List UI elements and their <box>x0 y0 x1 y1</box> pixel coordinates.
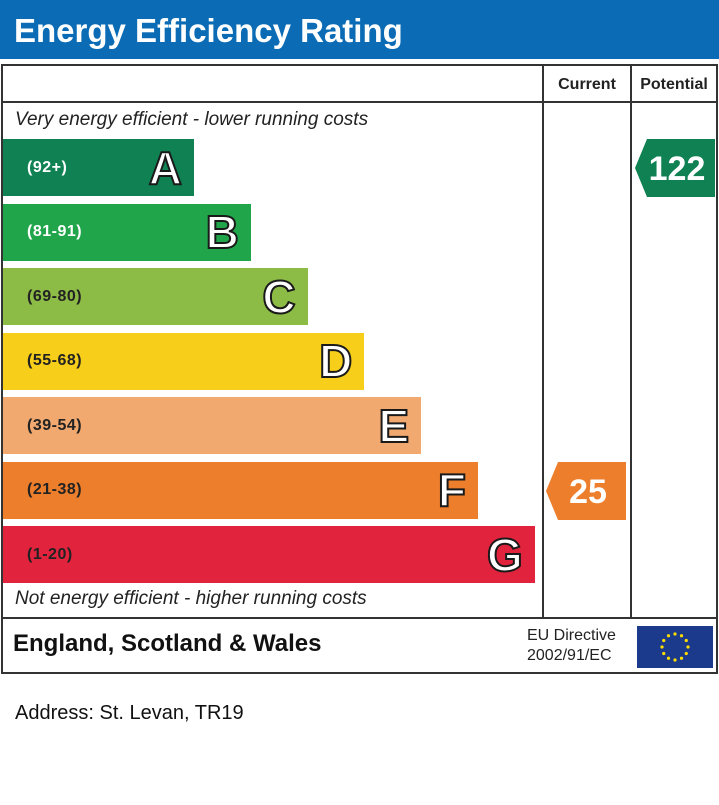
eu-directive-text: EU Directive 2002/91/EC <box>527 626 616 666</box>
eu-star-icon <box>666 634 671 638</box>
band-range-label: (69-80) <box>27 287 83 305</box>
current-marker-value: 25 <box>569 473 607 511</box>
band-letter-label: E <box>378 399 411 452</box>
band-letter-label: D <box>318 335 353 387</box>
rating-band-c: (69-80) C <box>3 268 308 325</box>
top-note: Very energy efficient - lower running co… <box>15 109 369 130</box>
eu-star-icon <box>662 638 666 643</box>
current-column-header: Current <box>558 76 616 93</box>
energy-rating-chart: Current Potential Very energy efficient … <box>1 64 718 674</box>
current-marker-shape <box>546 461 626 520</box>
potential-rating-marker: 122 <box>635 139 715 197</box>
column-header-divider <box>3 101 716 103</box>
rating-band-b: (81-91) B <box>3 203 251 261</box>
band-range-label: (1-20) <box>27 545 73 563</box>
address-text: Address: St. Levan, TR19 <box>15 702 244 724</box>
band-range-label: (39-54) <box>27 416 83 434</box>
band-range-label: (55-68) <box>27 352 83 369</box>
eu-star-icon <box>679 656 684 660</box>
eu-star-icon <box>684 651 688 656</box>
band-letter-label: A <box>148 141 183 194</box>
potential-column-divider <box>630 66 632 617</box>
rating-band-d: (55-68) D <box>3 332 365 390</box>
bottom-note: Not energy efficient - higher running co… <box>15 588 367 609</box>
eu-star-icon <box>684 638 688 643</box>
band-range-label: (21-38) <box>27 481 83 498</box>
eu-star-icon <box>662 651 666 656</box>
eu-star-icon <box>666 656 671 660</box>
eu-directive-line1: EU Directive <box>527 627 616 644</box>
rating-band-g: (1-20) G <box>3 526 535 583</box>
band-letter-label: C <box>261 270 296 323</box>
potential-marker-value: 122 <box>649 150 706 188</box>
rating-band-e: (39-54) E <box>3 397 422 454</box>
header-title: Energy Efficiency Rating <box>0 0 719 59</box>
band-letter-label: F <box>437 464 467 516</box>
rating-band-f: (21-38) F <box>3 461 478 519</box>
eu-star-icon <box>686 645 690 649</box>
eu-star-icon <box>673 658 677 662</box>
current-rating-marker: 25 <box>546 461 626 520</box>
eu-flag-icon <box>637 626 713 668</box>
footer-country: England, Scotland & Wales <box>13 630 322 657</box>
potential-column-header: Potential <box>640 76 708 93</box>
eu-directive-line2: 2002/91/EC <box>527 647 612 664</box>
rating-band-a: (92+) A <box>3 139 194 196</box>
band-range-label: (92+) <box>27 158 68 176</box>
eu-star-icon <box>673 632 677 636</box>
footer-divider <box>3 617 716 619</box>
band-range-label: (81-91) <box>27 223 83 240</box>
band-letter-label: B <box>205 206 240 258</box>
potential-marker-shape <box>635 139 715 197</box>
band-letter-label: G <box>486 528 524 581</box>
eu-star-icon <box>660 645 664 649</box>
eu-star-icon <box>679 634 684 638</box>
current-column-divider <box>542 66 544 617</box>
